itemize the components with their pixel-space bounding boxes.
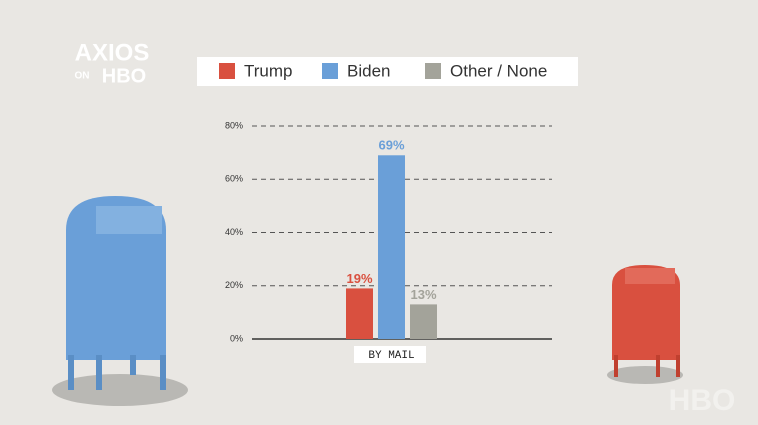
red-mailbox — [607, 265, 683, 384]
category-box — [354, 346, 426, 363]
legend-label: Biden — [347, 61, 390, 80]
legend-label: Other / None — [450, 61, 547, 80]
logo-on: ON — [75, 71, 90, 82]
value-label: 13% — [410, 287, 436, 302]
branding: AXIOS ON HBO HBO — [75, 39, 736, 417]
legend-swatch — [322, 63, 338, 79]
y-tick-label: 0% — [230, 333, 243, 343]
value-label: 19% — [346, 271, 372, 286]
y-tick-label: 80% — [225, 120, 243, 130]
logo: AXIOS — [75, 39, 150, 66]
legend-swatch — [425, 63, 441, 79]
value-label: 69% — [378, 138, 404, 153]
watermark: HBO — [669, 384, 736, 417]
bar — [378, 155, 405, 339]
y-tick-label: 40% — [225, 227, 243, 237]
legend-swatch — [219, 63, 235, 79]
bar — [346, 288, 373, 339]
blue-mailbox — [52, 196, 188, 406]
y-tick-label: 20% — [225, 280, 243, 290]
y-tick-label: 60% — [225, 174, 243, 184]
legend-label: Trump — [244, 61, 293, 80]
legend-box — [197, 57, 578, 86]
logo-network: HBO — [102, 65, 146, 87]
x-tick-label: BY MAIL — [368, 350, 414, 362]
bar — [410, 304, 437, 339]
